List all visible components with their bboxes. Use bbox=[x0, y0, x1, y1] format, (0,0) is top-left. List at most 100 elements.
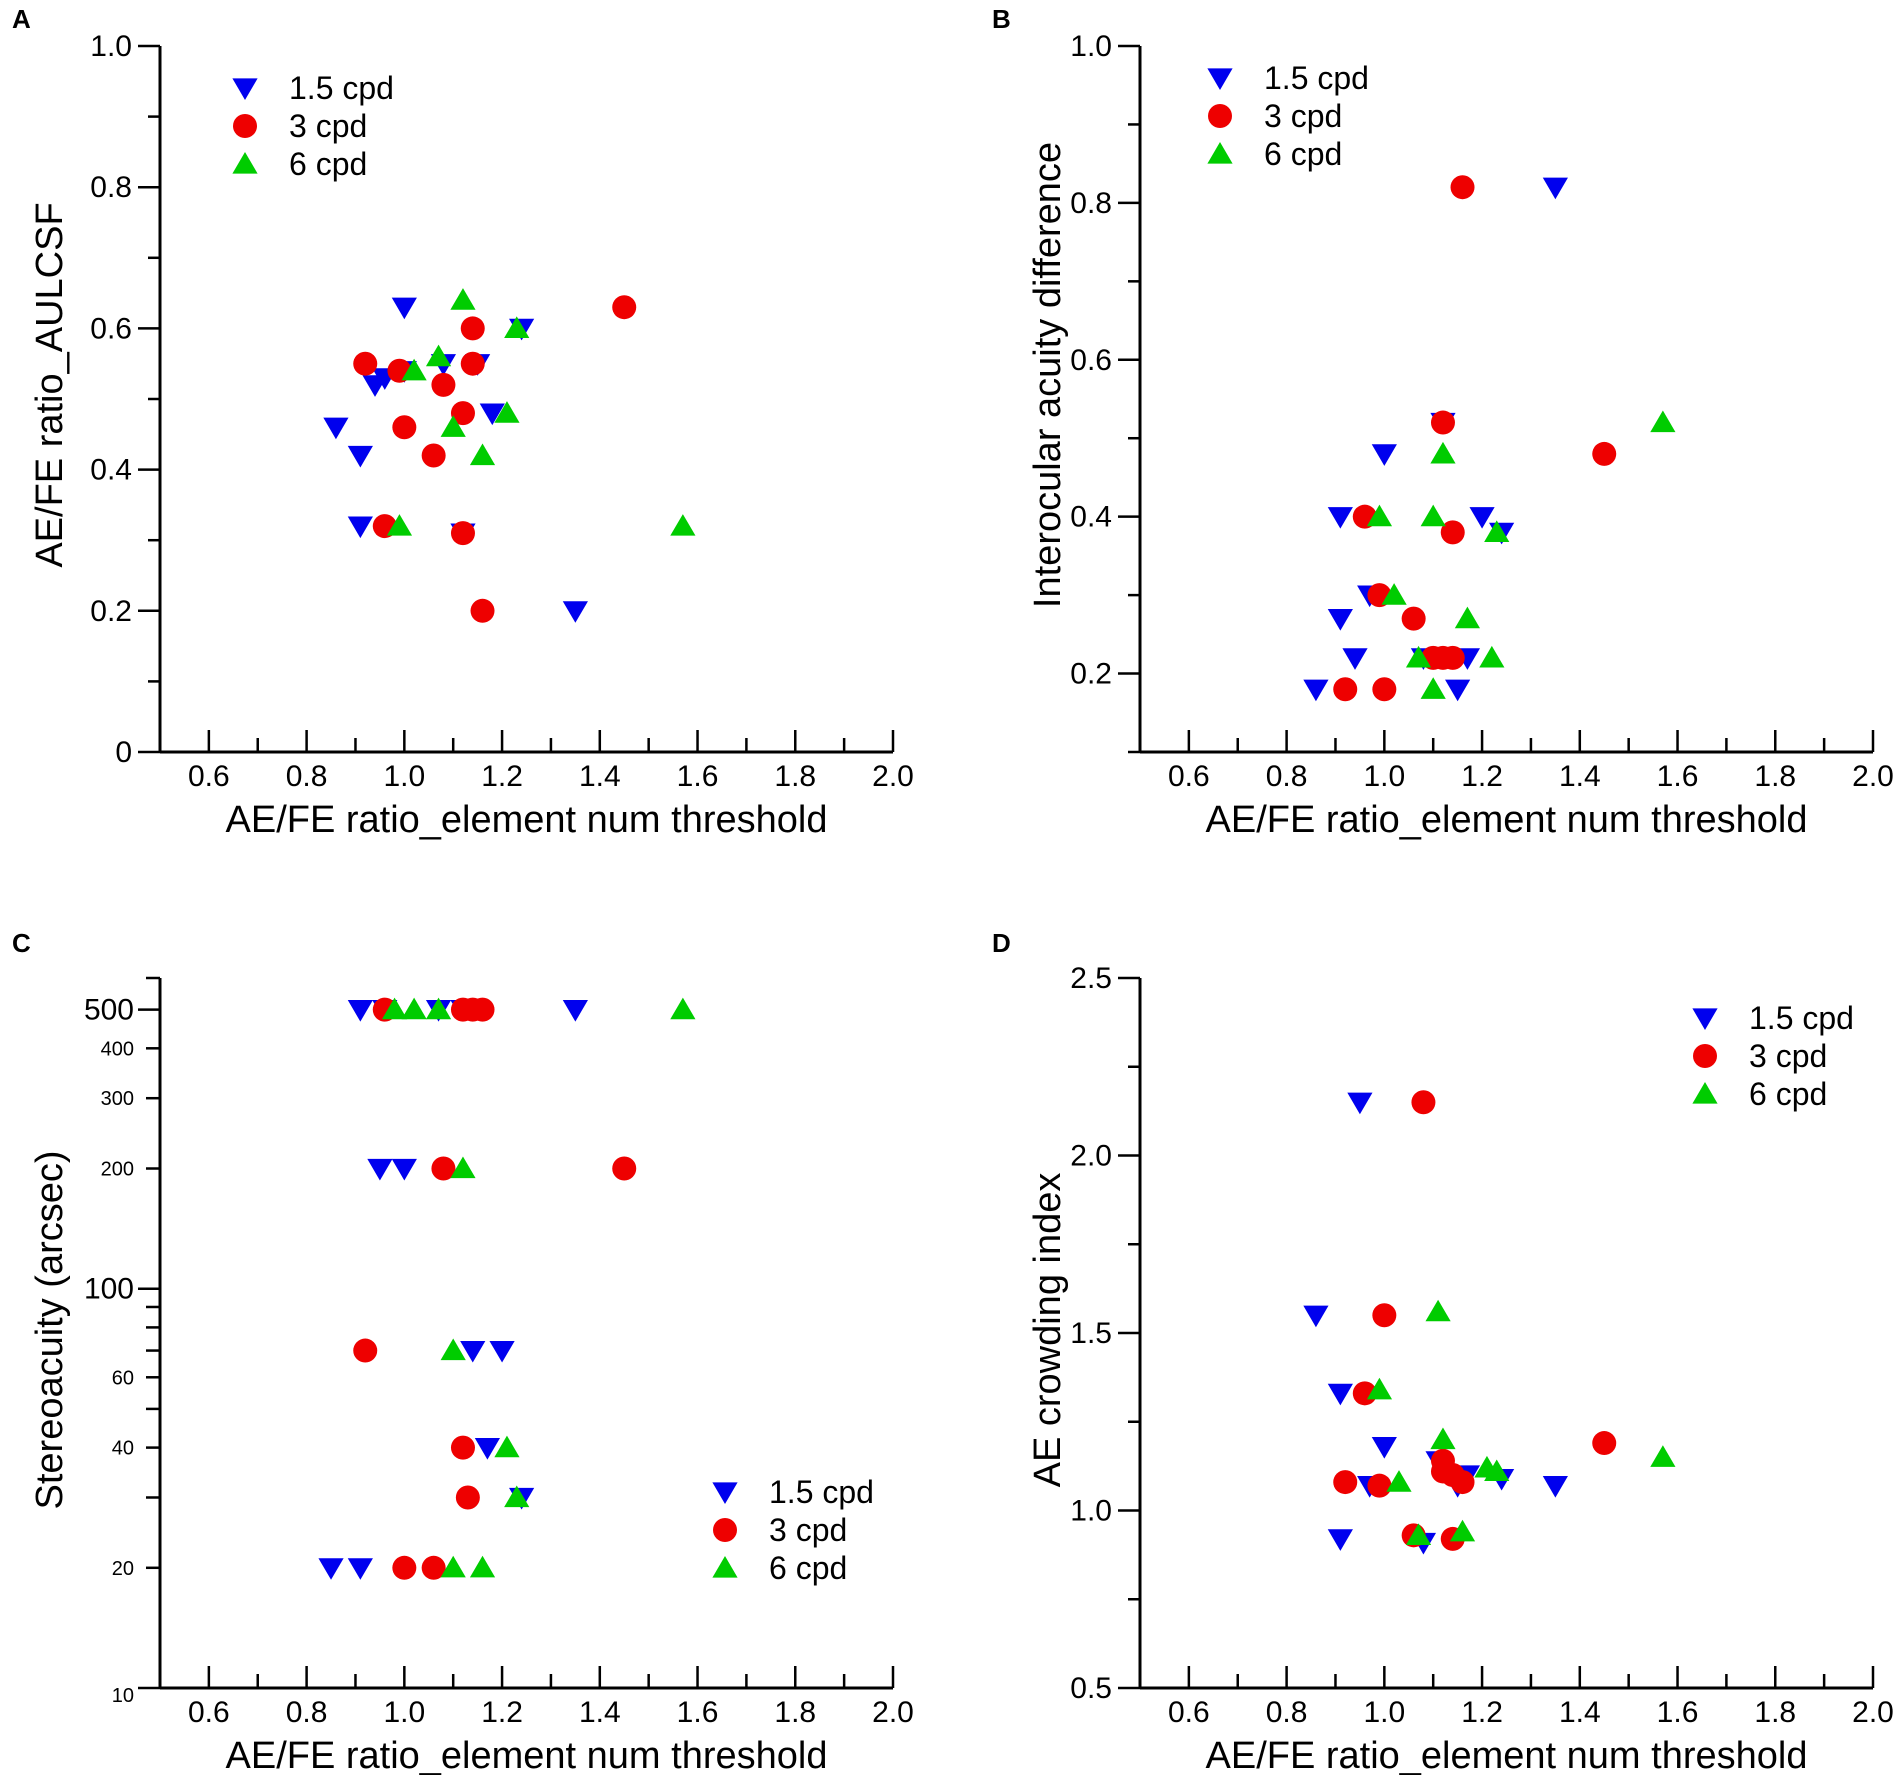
data-point bbox=[1347, 1092, 1373, 1115]
y-tick-label: 0.5 bbox=[1070, 1672, 1112, 1705]
data-point bbox=[392, 1555, 417, 1580]
y-tick-label: 0.2 bbox=[1070, 658, 1112, 691]
x-tick-label: 0.6 bbox=[188, 1696, 230, 1729]
y-tick-label: 20 bbox=[112, 1558, 134, 1580]
data-point bbox=[347, 1558, 373, 1580]
data-point bbox=[1386, 1470, 1412, 1492]
data-point bbox=[347, 445, 373, 468]
data-point bbox=[1430, 1427, 1456, 1450]
y-tick-label: 0.2 bbox=[90, 595, 132, 628]
data-point bbox=[1420, 504, 1446, 527]
data-point bbox=[1381, 583, 1407, 605]
x-tick-label: 1.6 bbox=[677, 760, 719, 793]
data-point bbox=[1327, 1383, 1353, 1406]
y-axis-title: AE/FE ratio_AULCSF bbox=[29, 202, 71, 567]
x-tick-label: 0.8 bbox=[286, 1696, 328, 1729]
x-tick-label: 1.8 bbox=[774, 760, 816, 793]
y-tick-label: 0.6 bbox=[1070, 344, 1112, 377]
data-point bbox=[391, 1158, 417, 1181]
data-point bbox=[1401, 606, 1426, 631]
data-point bbox=[431, 1156, 456, 1181]
x-tick-label: 1.0 bbox=[383, 760, 425, 793]
legend-label: 6 cpd bbox=[769, 1550, 847, 1586]
series-6-cpd-points bbox=[1366, 410, 1676, 699]
legend-label: 3 cpd bbox=[1749, 1038, 1827, 1074]
data-point bbox=[450, 1156, 476, 1179]
data-point bbox=[1303, 1305, 1329, 1328]
data-point bbox=[1430, 441, 1456, 464]
data-point bbox=[470, 997, 495, 1022]
data-point bbox=[386, 514, 413, 536]
data-point bbox=[425, 997, 452, 1020]
y-tick-label: 0.8 bbox=[1070, 187, 1112, 220]
data-point bbox=[1430, 410, 1455, 435]
legend-marker bbox=[713, 1518, 737, 1542]
data-point bbox=[318, 1558, 344, 1580]
data-point bbox=[1333, 677, 1358, 702]
data-point bbox=[470, 598, 495, 623]
legend-label: 3 cpd bbox=[289, 108, 367, 144]
data-point bbox=[1454, 606, 1481, 629]
legend-label: 6 cpd bbox=[289, 146, 367, 182]
y-tick-label: 0 bbox=[115, 736, 132, 769]
x-tick-label: 1.2 bbox=[481, 760, 523, 793]
x-tick-label: 2.0 bbox=[1852, 1696, 1894, 1729]
data-point bbox=[401, 358, 427, 381]
data-point bbox=[421, 443, 446, 468]
data-point bbox=[504, 1485, 530, 1508]
x-tick-label: 1.8 bbox=[1754, 1696, 1796, 1729]
legend-label: 3 cpd bbox=[769, 1512, 847, 1548]
data-point bbox=[347, 1000, 373, 1022]
x-axis-title: AE/FE ratio_element num threshold bbox=[226, 1735, 828, 1775]
y-tick-label: 60 bbox=[112, 1367, 134, 1389]
legend-marker bbox=[232, 152, 258, 174]
data-point bbox=[1405, 1523, 1432, 1545]
x-tick-label: 1.4 bbox=[579, 760, 621, 793]
x-tick-label: 1.6 bbox=[1657, 1696, 1699, 1729]
y-tick-label: 2.0 bbox=[1070, 1140, 1112, 1173]
data-point bbox=[353, 1338, 378, 1363]
data-point bbox=[1342, 648, 1368, 670]
series-1-5-cpd-points bbox=[323, 297, 588, 623]
legend-label: 6 cpd bbox=[1749, 1076, 1827, 1112]
data-point bbox=[562, 601, 588, 623]
data-point bbox=[460, 1340, 486, 1363]
data-point bbox=[1484, 1459, 1510, 1482]
legend-label: 1.5 cpd bbox=[1749, 1000, 1854, 1036]
data-point bbox=[381, 997, 408, 1020]
legend-marker bbox=[232, 78, 258, 100]
y-tick-label: 500 bbox=[84, 994, 134, 1027]
data-point bbox=[1650, 410, 1676, 433]
data-point bbox=[1484, 520, 1510, 542]
data-point bbox=[1327, 1529, 1353, 1551]
x-tick-label: 1.0 bbox=[383, 1696, 425, 1729]
data-point bbox=[469, 1555, 496, 1578]
data-point bbox=[347, 516, 373, 539]
data-point bbox=[450, 288, 476, 310]
x-tick-label: 1.8 bbox=[774, 1696, 816, 1729]
data-point bbox=[440, 1555, 466, 1578]
data-point bbox=[425, 344, 452, 367]
series-6-cpd-points bbox=[381, 997, 696, 1578]
legend-marker bbox=[1208, 104, 1232, 128]
x-tick-label: 1.8 bbox=[1754, 760, 1796, 793]
data-point bbox=[323, 417, 349, 440]
legend-marker bbox=[233, 114, 257, 138]
x-tick-label: 1.2 bbox=[1461, 1696, 1503, 1729]
y-tick-label: 2.5 bbox=[1070, 962, 1112, 995]
data-point bbox=[670, 997, 696, 1020]
data-point bbox=[1479, 645, 1505, 668]
data-point bbox=[670, 514, 696, 536]
panel-d-letter: D bbox=[992, 928, 1011, 958]
legend-label: 3 cpd bbox=[1264, 98, 1342, 134]
x-tick-label: 1.2 bbox=[1461, 760, 1503, 793]
y-tick-label: 10 bbox=[112, 1685, 134, 1707]
x-tick-label: 1.0 bbox=[1363, 1696, 1405, 1729]
data-point bbox=[1440, 645, 1465, 670]
series-3-cpd-points bbox=[1333, 175, 1617, 702]
legend-marker bbox=[712, 1482, 738, 1504]
legend-marker bbox=[1207, 68, 1233, 90]
